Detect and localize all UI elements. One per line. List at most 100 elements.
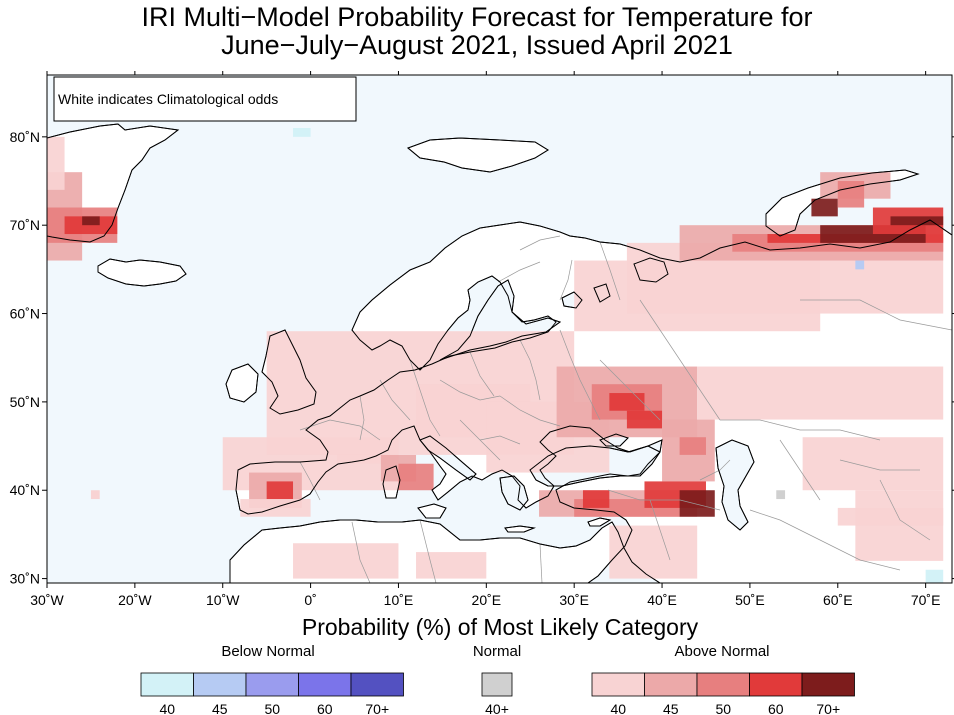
eurasia-africa-coastline <box>229 219 952 583</box>
above-normal-cell-7 <box>266 481 294 500</box>
above-normal-cell-42 <box>416 552 487 579</box>
legend-title-below: Below Normal <box>221 643 315 660</box>
ireland-coastline <box>225 363 259 403</box>
above-normal-cell-23 <box>582 490 610 508</box>
normal-swatch-0 <box>481 672 513 697</box>
above-normal-cell-38 <box>802 437 944 491</box>
sea-of-azov-coastline <box>599 433 629 447</box>
lon-label: 20˚E <box>472 592 502 608</box>
lake-ladoga-coastline <box>561 291 583 309</box>
x-axis-title: Probability (%) of Most Likely Category <box>301 614 699 640</box>
legend-title-above: Above Normal <box>674 643 770 660</box>
note-box: White indicates Climatological odds <box>53 76 357 122</box>
lat-label: 70˚N <box>10 217 40 233</box>
axes: 80˚N 70˚N 60˚N 50˚N 40˚N 30˚N 30˚W 20˚W 10˚W 0˚ 10… <box>10 71 954 608</box>
great-britain-coastline <box>261 329 317 415</box>
below-label-4: 70+ <box>365 701 389 715</box>
lon-label: 10˚W <box>206 592 240 608</box>
below-swatch-3 <box>298 672 352 697</box>
lon-label: 50˚E <box>735 592 765 608</box>
lon-label: 60˚E <box>823 592 853 608</box>
above-normal-cell-37 <box>697 366 944 420</box>
above-swatch-1 <box>644 672 698 697</box>
below-swatch-0 <box>140 672 194 697</box>
below-cell-extra-0 <box>293 128 311 137</box>
lat-label: 50˚N <box>10 394 40 410</box>
forecast-cells <box>47 128 944 583</box>
lon-label: 40˚E <box>647 592 677 608</box>
above-cell-extra-4 <box>90 490 100 500</box>
above-label-0: 40 <box>610 701 626 715</box>
below-swatch-2 <box>245 672 299 697</box>
above-normal-cell-36 <box>837 181 865 208</box>
sicily-coastline <box>417 503 447 519</box>
above-label-2: 50 <box>715 701 731 715</box>
below-label-0: 40 <box>159 701 175 715</box>
legend-title-normal: Normal <box>472 643 522 660</box>
below-label-1: 45 <box>212 701 228 715</box>
lat-label: 30˚N <box>10 571 40 587</box>
legend-below-normal: 40 45 50 60 70+ <box>140 672 404 715</box>
above-label-1: 45 <box>663 701 679 715</box>
above-normal-cell-11 <box>398 463 434 491</box>
below-swatch-4 <box>350 672 404 697</box>
above-normal-cell-33 <box>890 216 944 226</box>
above-normal-cell-3 <box>82 216 100 226</box>
iceland-coastline <box>97 258 187 287</box>
sardinia-coastline <box>382 465 401 499</box>
below-cell-extra-1 <box>855 260 865 270</box>
lake-onega-coastline <box>593 283 611 303</box>
title-line-1: IRI Multi−Model Probability Forecast for… <box>141 2 813 32</box>
black-sea-coastline <box>529 445 661 487</box>
normal-label-0: 40+ <box>485 701 509 715</box>
title-line-2: June−July−August 2021, Issued April 2021 <box>221 30 733 60</box>
above-swatch-2 <box>696 672 750 697</box>
below-label-2: 50 <box>264 701 280 715</box>
legend-above-normal: 40 45 50 60 70+ <box>591 672 855 715</box>
crete-coastline <box>504 525 536 533</box>
above-label-3: 60 <box>768 701 784 715</box>
below-swatch-1 <box>193 672 247 697</box>
country-borders <box>299 235 952 583</box>
below-label-3: 60 <box>317 701 333 715</box>
novaya-zemlya-coastline <box>765 169 920 237</box>
legend-normal: 40+ <box>481 672 513 715</box>
caspian-sea-coastline <box>715 439 755 531</box>
above-normal-cell-43 <box>837 507 944 526</box>
lon-label: 10˚E <box>384 592 414 608</box>
above-normal-cell-18 <box>626 410 663 429</box>
adriatic-sea-coastline <box>419 435 477 481</box>
map-frame <box>46 74 953 584</box>
lon-label: 30˚E <box>559 592 589 608</box>
above-normal-cell-20 <box>679 437 706 455</box>
cyprus-coastline <box>587 517 612 527</box>
above-normal-cell-41 <box>293 543 399 579</box>
greenland-coastline <box>47 123 180 243</box>
aegean-sea-coastline <box>499 475 529 511</box>
white-sea-coastline <box>633 257 669 283</box>
above-label-4: 70+ <box>816 701 840 715</box>
above-normal-cell-4 <box>47 136 65 190</box>
lon-label: 30˚W <box>30 592 64 608</box>
lon-label: 70˚E <box>911 592 941 608</box>
normal-cell-extra-3 <box>776 490 786 500</box>
above-swatch-4 <box>801 672 855 697</box>
above-swatch-3 <box>749 672 803 697</box>
lon-label: 20˚W <box>118 592 152 608</box>
lon-label: 0˚ <box>304 592 316 608</box>
lat-label: 80˚N <box>10 129 40 145</box>
below-cell-extra-2 <box>925 569 944 583</box>
svalbard-coastline <box>407 137 549 173</box>
above-normal-cell-35 <box>811 198 838 217</box>
lat-label: 40˚N <box>10 482 40 498</box>
note-text: White indicates Climatological odds <box>58 91 278 107</box>
above-normal-cell-2 <box>64 216 118 235</box>
above-swatch-0 <box>591 672 645 697</box>
above-normal-cell-25 <box>679 490 715 517</box>
above-normal-cell-17 <box>609 393 645 411</box>
above-normal-cell-40 <box>609 525 698 579</box>
lat-label: 60˚N <box>10 306 40 322</box>
coastlines <box>47 123 952 583</box>
baltic-sea-coastline <box>439 279 562 361</box>
